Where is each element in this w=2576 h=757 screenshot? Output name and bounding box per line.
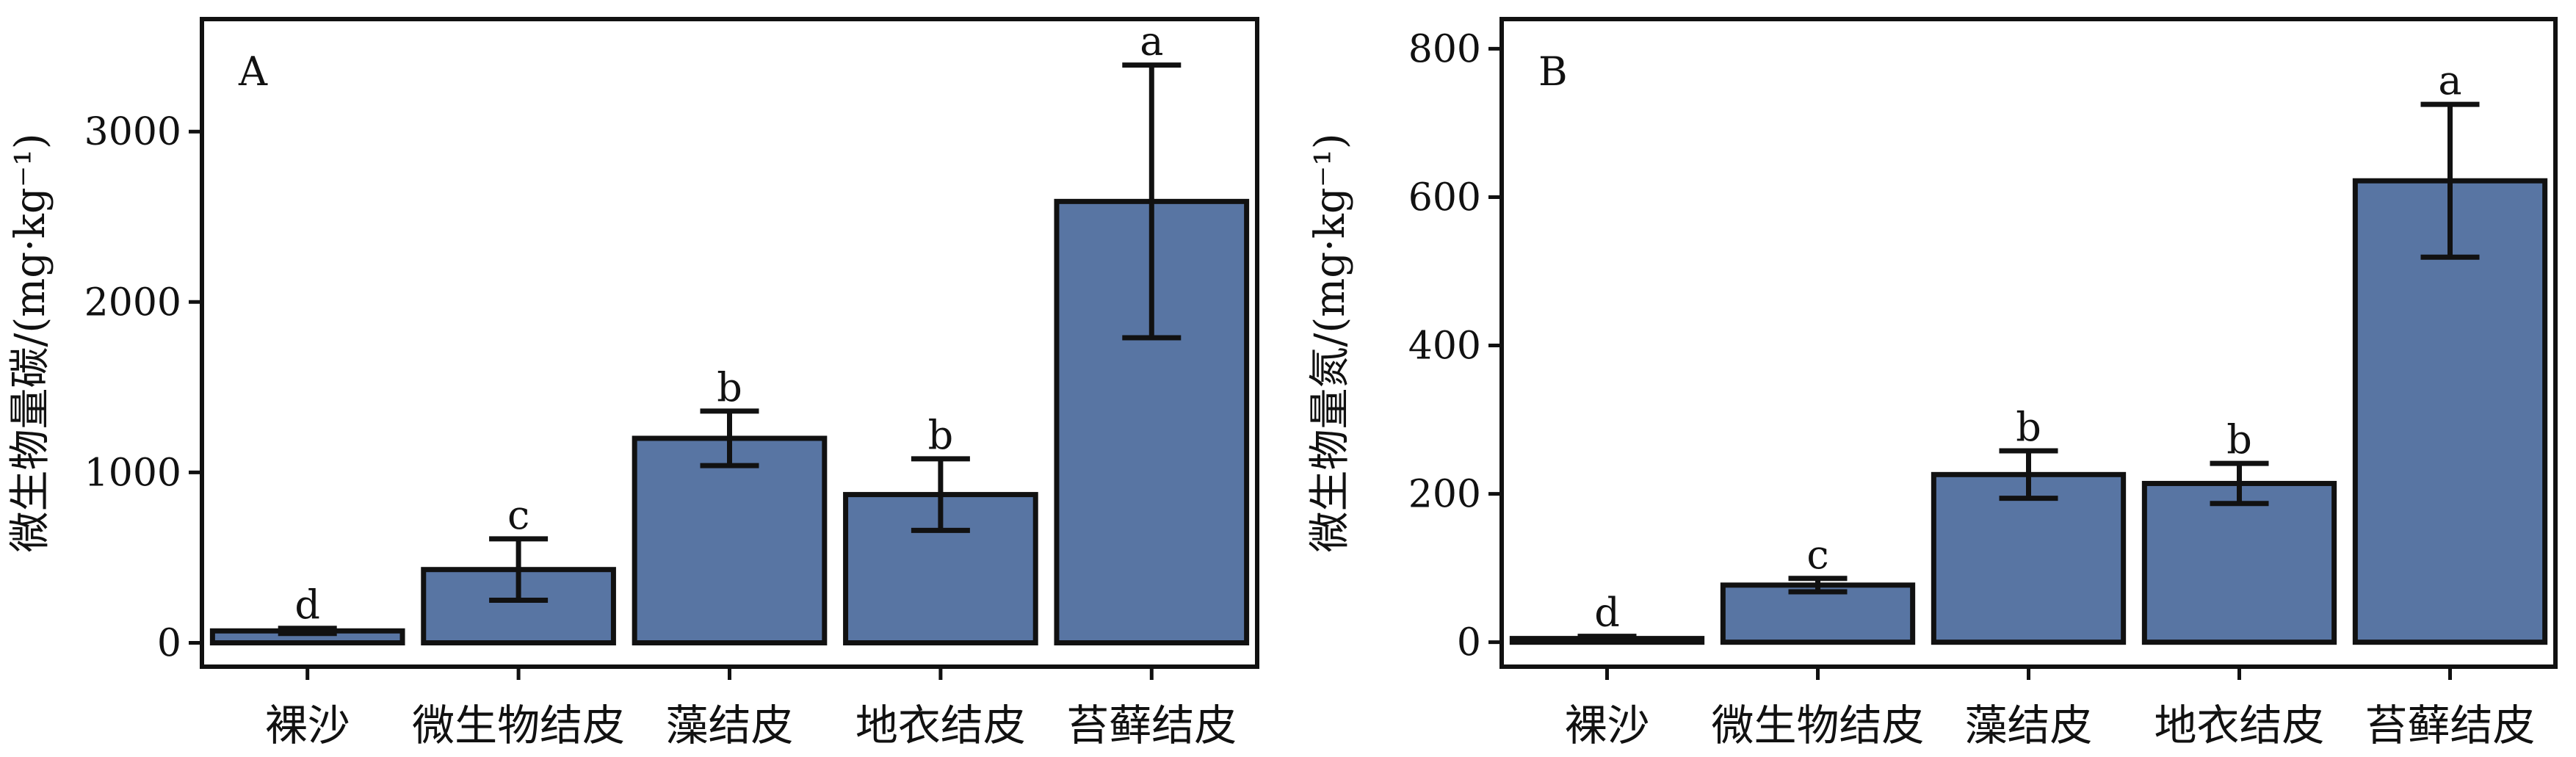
y-tick-label: 2000 <box>84 280 181 325</box>
plot-frame <box>1499 17 2558 669</box>
y-tick-label: 800 <box>1408 27 1481 71</box>
category-label: 地衣结皮 <box>2154 700 2324 750</box>
y-tick-label: 200 <box>1408 473 1481 517</box>
panel-label: B <box>1538 48 1568 95</box>
significance-label: b <box>2226 416 2252 463</box>
category-label: 微生物结皮 <box>412 700 625 750</box>
significance-label: c <box>507 492 529 538</box>
category-label: 裸沙 <box>1564 700 1649 750</box>
y-tick-label: 0 <box>157 622 181 666</box>
y-tick-label: 0 <box>1457 621 1481 665</box>
significance-label: b <box>717 364 742 410</box>
category-label: 藻结皮 <box>1964 700 2092 750</box>
significance-label: c <box>1806 532 1828 578</box>
panel-a: d 裸沙 c 微生物结皮 b 藻结皮 b 地衣结皮 a 苔藓结皮 0 1000 2000 3000 A 微生物… <box>7 17 1259 750</box>
category-label: 微生物结皮 <box>1711 700 1924 750</box>
category-label: 裸沙 <box>265 700 350 750</box>
bar <box>1931 471 2127 645</box>
plot-frame <box>200 17 1259 669</box>
significance-label: a <box>1140 18 1163 65</box>
category-label: 苔藓结皮 <box>2365 700 2535 750</box>
category-label: 藻结皮 <box>665 700 793 750</box>
category-label: 地衣结皮 <box>855 700 1026 750</box>
y-tick-label: 3000 <box>84 110 181 154</box>
y-axis-label: 微生物量碳/(mg·kg⁻¹) <box>7 133 54 552</box>
panel-label: A <box>238 48 268 95</box>
y-tick-label: 600 <box>1408 175 1481 220</box>
bar <box>2141 480 2337 645</box>
bar <box>632 435 828 646</box>
bar <box>1720 582 1916 645</box>
panel-b: d 裸沙 c 微生物结皮 b 藻结皮 b 地衣结皮 a 苔藓结皮 0 200 400 600 800 B 微生物… <box>1306 17 2558 750</box>
significance-label: a <box>2438 57 2461 104</box>
significance-label: b <box>928 412 954 458</box>
significance-label: d <box>1594 590 1620 636</box>
category-label: 苔藓结皮 <box>1066 700 1237 750</box>
significance-label: b <box>2016 404 2041 450</box>
y-tick-label: 400 <box>1408 325 1481 369</box>
y-tick-label: 1000 <box>84 451 181 495</box>
significance-label: d <box>294 582 320 628</box>
y-axis-label: 微生物量氮/(mg·kg⁻¹) <box>1306 133 1354 552</box>
